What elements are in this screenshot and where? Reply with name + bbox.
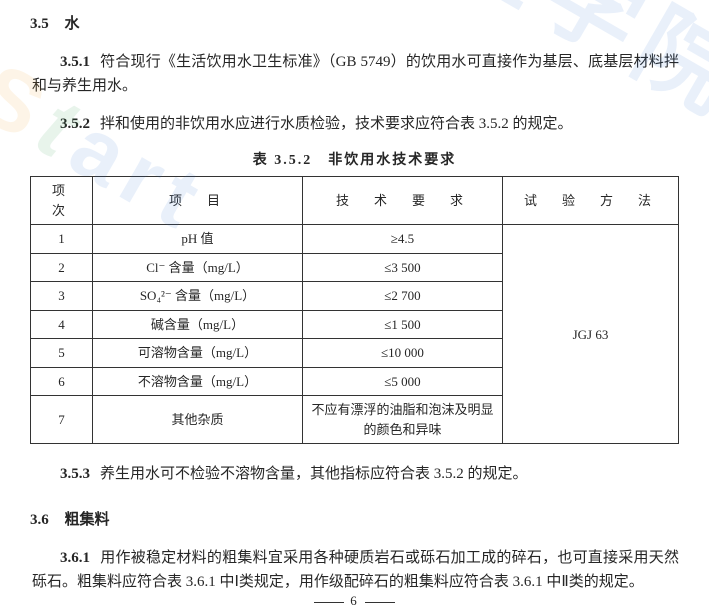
cell-item: 可溶物含量（mg/L）	[93, 339, 303, 368]
clause-3-5-1-text: 符合现行《生活饮用水卫生标准》（GB 5749）的饮用水可直接作为基层、底基层材…	[32, 54, 679, 94]
clause-3-5-2: 3.5.2 拌和使用的非饮用水应进行水质检验，技术要求应符合表 3.5.2 的规定…	[32, 112, 679, 136]
cell-index: 3	[31, 282, 93, 311]
clause-3-5-1: 3.5.1符合现行《生活饮用水卫生标准》（GB 5749）的饮用水可直接作为基层…	[32, 50, 679, 98]
section-3-6-number: 3.6	[30, 512, 49, 528]
cell-item: pH 值	[93, 225, 303, 254]
clause-3-5-1-number: 3.5.1	[60, 54, 90, 70]
cell-item: 其他杂质	[93, 396, 303, 444]
table-head-index: 项 次	[31, 177, 93, 225]
cell-test-method: JGJ 63	[503, 225, 679, 444]
table-head-test: 试 验 方 法	[503, 177, 679, 225]
section-3-6-heading: 3.6 粗集料	[30, 508, 679, 532]
table-3-5-2-caption: 表 3.5.2 非饮用水技术要求	[30, 150, 679, 172]
cell-req: 不应有漂浮的油脂和泡沫及明显的颜色和异味	[303, 396, 503, 444]
cell-item: SO₄²⁻ 含量（mg/L）	[93, 282, 303, 311]
cell-item: Cl⁻ 含量（mg/L）	[93, 253, 303, 282]
cell-req: ≤2 700	[303, 282, 503, 311]
table-3-5-2: 项 次 项 目 技 术 要 求 试 验 方 法 1 pH 值 ≥4.5 JGJ …	[30, 176, 679, 444]
cell-req: ≤5 000	[303, 367, 503, 396]
table-head-item: 项 目	[93, 177, 303, 225]
clause-3-6-1-number: 3.6.1	[60, 550, 90, 566]
cell-index: 7	[31, 396, 93, 444]
clause-3-5-3-number: 3.5.3	[60, 466, 90, 482]
cell-req: ≥4.5	[303, 225, 503, 254]
cell-index: 4	[31, 310, 93, 339]
cell-req: ≤1 500	[303, 310, 503, 339]
clause-3-5-2-text: 拌和使用的非饮用水应进行水质检验，技术要求应符合表 3.5.2 的规定。	[100, 116, 573, 132]
page-number: 6	[0, 591, 709, 612]
table-head-req: 技 术 要 求	[303, 177, 503, 225]
section-3-5-title: 水	[65, 16, 80, 32]
cell-req: ≤3 500	[303, 253, 503, 282]
cell-index: 1	[31, 225, 93, 254]
cell-item: 不溶物含量（mg/L）	[93, 367, 303, 396]
clause-3-5-3-text: 养生用水可不检验不溶物含量，其他指标应符合表 3.5.2 的规定。	[100, 466, 528, 482]
cell-index: 2	[31, 253, 93, 282]
clause-3-6-1-text: 用作被稳定材料的粗集料宜采用各种硬质岩石或砾石加工成的碎石，也可直接采用天然砾石…	[32, 550, 679, 590]
clause-3-6-1: 3.6.1用作被稳定材料的粗集料宜采用各种硬质岩石或砾石加工成的碎石，也可直接采…	[32, 546, 679, 594]
section-3-6-title: 粗集料	[65, 512, 110, 528]
section-3-5-heading: 3.5 水	[30, 12, 679, 36]
table-header-row: 项 次 项 目 技 术 要 求 试 验 方 法	[31, 177, 679, 225]
cell-index: 5	[31, 339, 93, 368]
clause-3-5-3: 3.5.3 养生用水可不检验不溶物含量，其他指标应符合表 3.5.2 的规定。	[32, 462, 679, 486]
cell-item: 碱含量（mg/L）	[93, 310, 303, 339]
clause-3-5-2-number: 3.5.2	[60, 116, 90, 132]
table-row: 1 pH 值 ≥4.5 JGJ 63	[31, 225, 679, 254]
page-number-value: 6	[350, 593, 359, 608]
cell-index: 6	[31, 367, 93, 396]
cell-req: ≤10 000	[303, 339, 503, 368]
section-3-5-number: 3.5	[30, 16, 49, 32]
